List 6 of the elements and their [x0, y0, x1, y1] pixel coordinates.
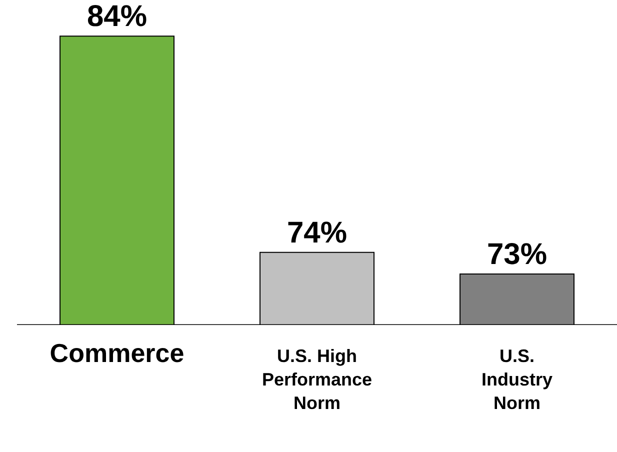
- data-label: 84%: [86, 0, 148, 34]
- data-label: 73%: [486, 238, 548, 272]
- x-tick-label: Commerce: [50, 338, 184, 368]
- x-tick-label: U.S. Industry Norm: [481, 346, 553, 413]
- data-label: 74%: [286, 216, 348, 250]
- x-tick-label: U.S. High Performance Norm: [262, 346, 372, 413]
